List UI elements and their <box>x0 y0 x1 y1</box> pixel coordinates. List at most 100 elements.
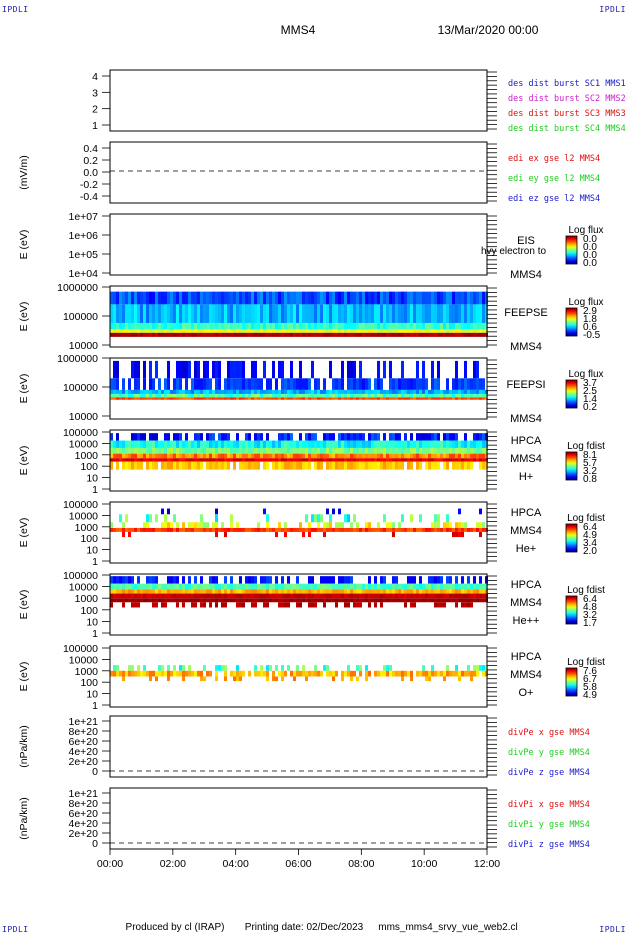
spectrogram-cell <box>245 589 248 594</box>
spectrogram-cell <box>383 360 386 379</box>
spectrogram-cell <box>269 527 272 532</box>
spectrogram-cell <box>260 393 263 398</box>
spectrogram-cell <box>248 453 251 459</box>
spectrogram-cell <box>206 670 209 677</box>
spectrogram-cell <box>461 389 464 394</box>
spectrogram-cell <box>242 304 245 323</box>
spectrogram-cell <box>479 329 482 333</box>
spectrogram-cell <box>455 602 458 608</box>
spectrogram-cell <box>182 593 185 599</box>
spectrogram-cell <box>149 329 152 333</box>
spectrogram-cell <box>218 447 221 454</box>
spectrogram-cell <box>260 593 263 599</box>
spectrogram-cell <box>347 397 350 400</box>
spectrogram-cell <box>476 589 479 594</box>
spectrogram-cell <box>317 593 320 599</box>
spectrogram-cell <box>182 332 185 337</box>
spectrogram-cell <box>251 397 254 400</box>
spectrogram-cell <box>248 378 251 390</box>
spectrogram-cell <box>212 393 215 398</box>
spectrogram-cell <box>284 433 287 441</box>
spectrogram-cell <box>377 440 380 448</box>
colorbar <box>565 235 578 265</box>
spectrogram-cell <box>290 397 293 400</box>
spectrogram-cell <box>128 527 131 532</box>
spectrogram-cell <box>224 665 227 671</box>
spectrogram-cell <box>311 440 314 448</box>
spectrogram-cell <box>341 447 344 454</box>
x-tick-label: 10:00 <box>411 858 437 870</box>
spectrogram-cell <box>464 393 467 398</box>
spectrogram-cell <box>380 291 383 305</box>
spectrogram-cell <box>392 522 395 528</box>
spectrogram-cell <box>263 332 266 337</box>
spectrogram-cell <box>218 329 221 333</box>
spectrogram-cell <box>146 304 149 323</box>
spectrogram-cell <box>200 670 203 677</box>
spectrogram-cell <box>431 397 434 400</box>
spectrogram-cell <box>236 322 239 330</box>
spectrogram-cell <box>143 329 146 333</box>
spectrogram-cell <box>437 602 440 608</box>
spectrogram-cell <box>221 589 224 594</box>
spectrogram-cell <box>158 440 161 448</box>
spectrogram-cell <box>416 322 419 330</box>
spectrogram-cell <box>344 332 347 337</box>
spectrogram-cell <box>383 598 386 603</box>
spectrogram-cell <box>137 440 140 448</box>
spectrogram-cell <box>389 589 392 594</box>
spectrogram-cell <box>323 589 326 594</box>
spectrogram-cell <box>218 593 221 599</box>
spectrogram-cell <box>350 329 353 333</box>
spectrogram-cell <box>131 453 134 459</box>
spectrogram-cell <box>230 598 233 603</box>
spectrogram-cell <box>323 593 326 599</box>
spectrogram-cell <box>386 332 389 337</box>
spectrogram-cell <box>233 598 236 603</box>
spectrogram-cell <box>356 329 359 333</box>
spectrogram-cell <box>134 291 137 305</box>
spectrogram-cell <box>350 576 353 584</box>
spectrogram-cell <box>305 332 308 337</box>
spectrogram-cell <box>389 329 392 333</box>
spectrogram-cell <box>398 447 401 454</box>
spectrogram-cell <box>269 322 272 330</box>
spectrogram-cell <box>266 322 269 330</box>
spectrogram-cell <box>446 332 449 337</box>
spectrogram-cell <box>329 527 332 532</box>
spectrogram-cell <box>227 598 230 603</box>
spectrogram-cell <box>191 389 194 394</box>
spectrogram-cell <box>116 393 119 398</box>
spectrogram-cell <box>203 329 206 333</box>
spectrogram-cell <box>125 514 128 523</box>
spectrogram-cell <box>374 453 377 459</box>
spectrogram-cell <box>122 602 125 608</box>
spectrogram-cell <box>224 440 227 448</box>
spectrogram-cell <box>425 433 428 441</box>
spectrogram-cell <box>368 447 371 454</box>
spectrogram-cell <box>431 378 434 390</box>
spectrogram-cell <box>260 389 263 394</box>
spectrogram-cell <box>233 389 236 394</box>
spectrogram-cell <box>281 329 284 333</box>
spectrogram-cell <box>233 527 236 532</box>
spectrogram-cell <box>179 583 182 590</box>
spectrogram-cell <box>449 598 452 603</box>
spectrogram-cell <box>170 670 173 677</box>
spectrogram-cell <box>473 304 476 323</box>
spectrogram-cell <box>419 322 422 330</box>
spectrogram-cell <box>203 676 206 682</box>
spectrogram-cell <box>329 458 332 462</box>
spectrogram-cell <box>230 393 233 398</box>
spectrogram-cell <box>263 389 266 394</box>
spectrogram-cell <box>476 522 479 528</box>
spectrogram-cell <box>236 393 239 398</box>
spectrogram-cell <box>377 453 380 459</box>
spectrogram-cell <box>371 291 374 305</box>
spectrogram-cell <box>209 602 212 608</box>
spectrogram-cell <box>245 440 248 448</box>
spectrogram-cell <box>314 665 317 671</box>
spectrogram-cell <box>278 393 281 398</box>
spectrogram-cell <box>239 378 242 390</box>
spectrogram-cell <box>380 440 383 448</box>
